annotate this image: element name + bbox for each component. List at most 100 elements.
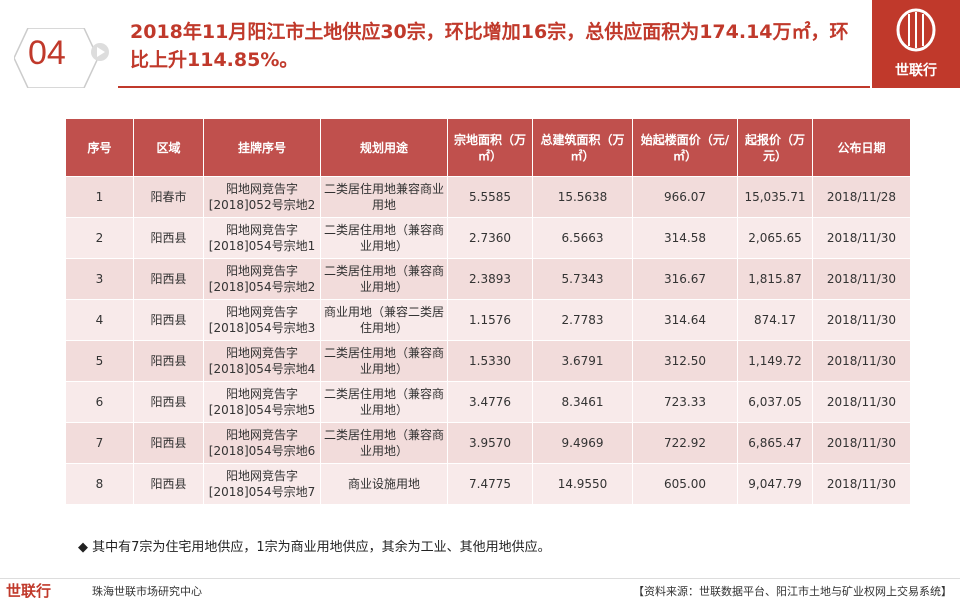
table-cell: 二类居住用地（兼容商业用地） <box>320 340 448 382</box>
table-cell: 5.7343 <box>532 258 633 300</box>
logo-icon <box>896 8 936 52</box>
table-cell: 阳地网竞告字[2018]054号宗地4 <box>203 340 321 382</box>
table-cell: 2.7783 <box>532 299 633 341</box>
table-cell: 二类居住用地（兼容商业用地） <box>320 258 448 300</box>
table-cell: 二类居住用地（兼容商业用地） <box>320 217 448 259</box>
title-rule <box>118 86 870 88</box>
table-cell: 2018/11/30 <box>812 340 911 382</box>
table-cell: 874.17 <box>737 299 813 341</box>
table-row: 4 阳西县 阳地网竞告字[2018]054号宗地3 商业用地（兼容二类居住用地） 1.1… <box>65 299 911 341</box>
table-cell: 1.1576 <box>447 299 533 341</box>
table-cell: 15,035.71 <box>737 176 813 218</box>
table-cell: 2018/11/30 <box>812 299 911 341</box>
table-cell: 阳西县 <box>133 422 204 464</box>
header-cell: 挂牌序号 <box>203 118 321 177</box>
header-cell: 序号 <box>65 118 134 177</box>
table-cell: 723.33 <box>632 381 738 423</box>
table-cell: 9.4969 <box>532 422 633 464</box>
table-row: 8 阳西县 阳地网竞告字[2018]054号宗地7 商业设施用地 7.4775 14.95… <box>65 463 911 505</box>
table-cell: 二类居住用地兼容商业用地 <box>320 176 448 218</box>
section-badge <box>14 28 109 88</box>
header-cell: 公布日期 <box>812 118 911 177</box>
table-row: 2 阳西县 阳地网竞告字[2018]054号宗地1 二类居住用地（兼容商业用地） 2.7… <box>65 217 911 259</box>
table-cell: 7 <box>65 422 134 464</box>
logo: 世联行 <box>872 0 960 88</box>
table-cell: 2018/11/30 <box>812 381 911 423</box>
table-cell: 商业设施用地 <box>320 463 448 505</box>
table-cell: 阳地网竞告字[2018]054号宗地3 <box>203 299 321 341</box>
table-cell: 966.07 <box>632 176 738 218</box>
table-cell: 3.6791 <box>532 340 633 382</box>
table-cell: 2.7360 <box>447 217 533 259</box>
table-cell: 1,815.87 <box>737 258 813 300</box>
table-cell: 6.5663 <box>532 217 633 259</box>
header-row: 序号 区域 挂牌序号 规划用途 宗地面积（万㎡） 总建筑面积（万㎡） 始起楼面价（元/㎡）起… <box>65 118 911 177</box>
footer-logo: 世联行 <box>6 582 52 600</box>
table-cell: 2018/11/30 <box>812 217 911 259</box>
table-cell: 6,865.47 <box>737 422 813 464</box>
table-cell: 阳西县 <box>133 340 204 382</box>
table-cell: 15.5638 <box>532 176 633 218</box>
table-cell: 1.5330 <box>447 340 533 382</box>
table-cell: 9,047.79 <box>737 463 813 505</box>
table-cell: 5.5585 <box>447 176 533 218</box>
table-cell: 7.4775 <box>447 463 533 505</box>
table-cell: 2,065.65 <box>737 217 813 259</box>
table-row: 7 阳西县 阳地网竞告字[2018]054号宗地6 二类居住用地（兼容商业用地） 3.9… <box>65 422 911 464</box>
table-cell: 1 <box>65 176 134 218</box>
table-cell: 商业用地（兼容二类居住用地） <box>320 299 448 341</box>
table-cell: 2 <box>65 217 134 259</box>
table-cell: 314.64 <box>632 299 738 341</box>
footer-org: 珠海世联市场研究中心 <box>92 585 202 598</box>
table-cell: 3.4776 <box>447 381 533 423</box>
table-cell: 阳地网竞告字[2018]052号宗地2 <box>203 176 321 218</box>
logo-text: 世联行 <box>895 63 937 79</box>
table-cell: 阳地网竞告字[2018]054号宗地7 <box>203 463 321 505</box>
header-cell: 宗地面积（万㎡） <box>447 118 533 177</box>
table-cell: 316.67 <box>632 258 738 300</box>
table-cell: 3 <box>65 258 134 300</box>
table-row: 6 阳西县 阳地网竞告字[2018]054号宗地5 二类居住用地（兼容商业用地） 3.4… <box>65 381 911 423</box>
note: ◆ 其中有7宗为住宅用地供应，1宗为商业用地供应，其余为工业、其他用地供应。 <box>78 540 551 555</box>
table-cell: 阳西县 <box>133 299 204 341</box>
source: 【资料来源：世联数据平台、阳江市土地与矿业权网上交易系统】 <box>633 585 952 598</box>
table-cell: 14.9550 <box>532 463 633 505</box>
table-cell: 5 <box>65 340 134 382</box>
table-cell: 阳西县 <box>133 217 204 259</box>
table-cell: 2018/11/30 <box>812 258 911 300</box>
table-cell: 1,149.72 <box>737 340 813 382</box>
header-cell: 始起楼面价（元/㎡） <box>632 118 738 177</box>
table-cell: 阳西县 <box>133 381 204 423</box>
slide-title: 2018年11月阳江市土地供应30宗，环比增加16宗，总供应面积为174.14万… <box>130 21 849 71</box>
table-row: 1 阳春市 阳地网竞告字[2018]052号宗地2 二类居住用地兼容商业用地 5.558… <box>65 176 911 218</box>
table-cell: 314.58 <box>632 217 738 259</box>
table-cell: 3.9570 <box>447 422 533 464</box>
table-row: 3 阳西县 阳地网竞告字[2018]054号宗地2 二类居住用地（兼容商业用地） 2.3… <box>65 258 911 300</box>
section-number: 04 <box>28 34 66 72</box>
table-cell: 8.3461 <box>532 381 633 423</box>
table-cell: 4 <box>65 299 134 341</box>
header-cell: 区域 <box>133 118 204 177</box>
table-cell: 2018/11/28 <box>812 176 911 218</box>
table-cell: 2018/11/30 <box>812 463 911 505</box>
table-cell: 阳春市 <box>133 176 204 218</box>
table-cell: 阳西县 <box>133 463 204 505</box>
table-cell: 二类居住用地（兼容商业用地） <box>320 422 448 464</box>
header-cell: 规划用途 <box>320 118 448 177</box>
footer-line <box>0 578 960 579</box>
table-cell: 阳地网竞告字[2018]054号宗地2 <box>203 258 321 300</box>
table-cell: 6 <box>65 381 134 423</box>
table-cell: 8 <box>65 463 134 505</box>
table-cell: 阳地网竞告字[2018]054号宗地1 <box>203 217 321 259</box>
table-cell: 312.50 <box>632 340 738 382</box>
table-cell: 阳地网竞告字[2018]054号宗地6 <box>203 422 321 464</box>
land-table: 序号 区域 挂牌序号 规划用途 宗地面积（万㎡） 总建筑面积（万㎡） 始起楼面价（元/㎡）起… <box>65 118 911 505</box>
table-cell: 阳地网竞告字[2018]054号宗地5 <box>203 381 321 423</box>
header-cell: 起报价（万元） <box>737 118 813 177</box>
table-cell: 722.92 <box>632 422 738 464</box>
header-cell: 总建筑面积（万㎡） <box>532 118 633 177</box>
table-row: 5 阳西县 阳地网竞告字[2018]054号宗地4 二类居住用地（兼容商业用地） 1.5… <box>65 340 911 382</box>
table-cell: 阳西县 <box>133 258 204 300</box>
table-cell: 2.3893 <box>447 258 533 300</box>
